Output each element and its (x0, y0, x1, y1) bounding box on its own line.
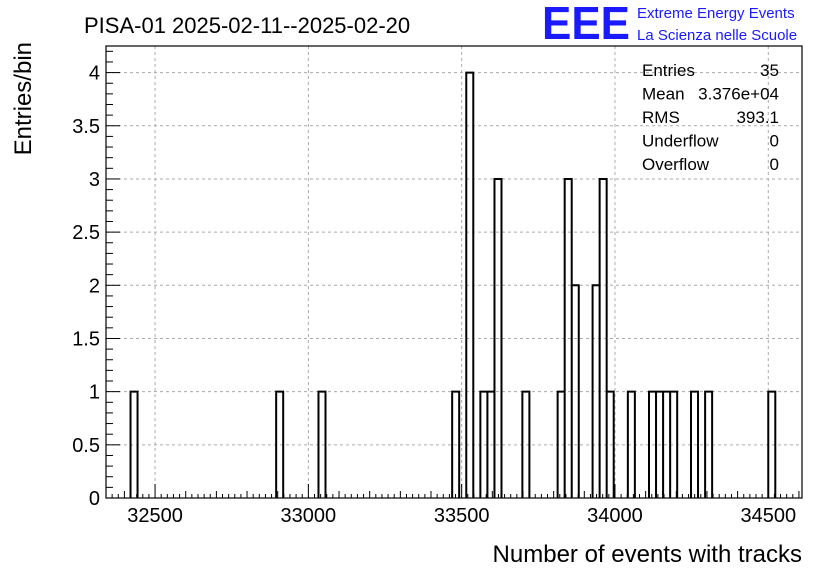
y-tick-label: 0 (89, 488, 100, 510)
x-tick-label: 33500 (434, 505, 490, 527)
stat-label: Overflow (642, 155, 710, 174)
y-tick-label: 1 (89, 382, 100, 404)
chart-title: PISA-01 2025-02-11--2025-02-20 (84, 13, 410, 38)
y-tick-label: 3 (89, 169, 100, 191)
y-tick-label: 2.5 (72, 222, 100, 244)
y-tick-label: 4 (89, 63, 100, 85)
x-tick-label: 34500 (740, 505, 796, 527)
stat-value: 393.1 (736, 108, 779, 127)
y-tick-label: 2 (89, 275, 100, 297)
x-axis-tick-labels: 32500 33000 33500 34000 34500 (127, 505, 796, 527)
x-axis-label: Number of events with tracks (493, 541, 802, 568)
logo-mark: EEE (542, 0, 630, 49)
x-tick-label: 32500 (127, 505, 183, 527)
stat-label: Mean (642, 85, 685, 104)
logo-line-2: La Scienza nelle Scuole (637, 27, 797, 44)
stats-box: Entries 35 Mean 3.376e+04 RMS 393.1 Underflow 0… (642, 61, 779, 174)
stat-value: 3.376e+04 (698, 85, 779, 104)
stat-label: RMS (642, 108, 680, 127)
stat-value: 0 (770, 132, 779, 151)
y-tick-label: 1.5 (72, 328, 100, 350)
x-axis-ticks (105, 484, 800, 498)
plot-frame (105, 45, 803, 499)
x-tick-label: 34000 (587, 505, 643, 527)
y-axis-ticks (106, 50, 120, 499)
y-tick-label: 0.5 (72, 435, 100, 457)
y-tick-label: 3.5 (72, 116, 100, 138)
x-tick-label: 33000 (281, 505, 337, 527)
eee-logo: EEE Extreme Energy Events La Scienza nel… (542, 0, 797, 49)
histogram-outline (129, 71, 777, 498)
y-axis-tick-labels: 0 0.5 1 1.5 2 2.5 3 3.5 4 (72, 63, 100, 510)
stat-value: 35 (760, 61, 779, 80)
y-axis-label: Entries/bin (10, 42, 37, 155)
stat-label: Entries (642, 61, 695, 80)
stat-label: Underflow (642, 132, 719, 151)
stat-value: 0 (770, 155, 779, 174)
logo-line-1: Extreme Energy Events (637, 5, 795, 22)
